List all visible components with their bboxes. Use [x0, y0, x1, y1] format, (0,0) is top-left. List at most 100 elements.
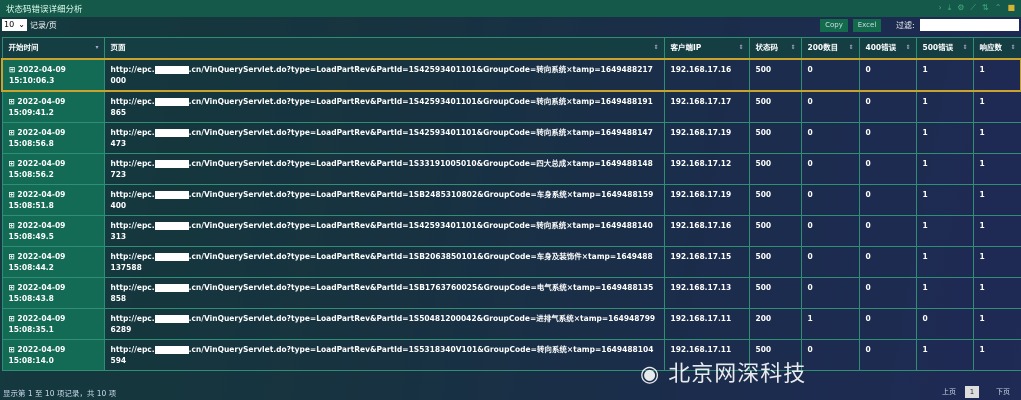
resp-cell: 1 [972, 338, 1021, 371]
url-prefix: http://epc. [110, 282, 155, 292]
collapse-icon[interactable]: ⌃ [994, 3, 1002, 12]
ip-cell: 192.168.17.17 [663, 90, 750, 123]
resp-cell: 1 [972, 276, 1021, 309]
expand-icon[interactable]: ⊞ [8, 189, 15, 199]
column-header[interactable]: 客户端IP ⇕ [663, 37, 750, 59]
date: 2022-04-09 [17, 189, 66, 199]
page-cell: http://epc. .cn/VinQueryServlet.do?type=L… [103, 307, 665, 340]
c200-cell: 0 [800, 276, 860, 309]
status-cell: 500 [748, 152, 802, 185]
column-header[interactable]: 400错误 ⇕ [858, 37, 917, 59]
c200-cell: 0 [800, 183, 860, 216]
column-header[interactable]: 页面 ⇕ [103, 37, 665, 59]
column-header-label: 状态码 [755, 43, 779, 53]
expand-icon[interactable]: ⊞ [8, 158, 15, 168]
start-time-cell: ⊞ 2022-04-09 15:08:56.2 [1, 152, 105, 185]
c200-cell: 0 [800, 90, 860, 123]
filter-input[interactable] [920, 19, 1019, 31]
table-row[interactable]: ⊞ 2022-04-09 15:08:51.8 http://epc. .cn/Vi… [1, 183, 1021, 216]
url: .cn/VinQueryServlet.do?type=LoadPartRev&… [110, 313, 656, 334]
sort-icon: ⇕ [790, 44, 796, 51]
page-size-select[interactable]: 10 ⌄ [2, 19, 27, 31]
page-cell: http://epc. .cn/VinQueryServlet.do?type=L… [103, 152, 665, 185]
start-time-cell: ⊞ 2022-04-09 15:08:14.0 [1, 338, 105, 371]
page-cell: http://epc. .cn/VinQueryServlet.do?type=L… [103, 245, 665, 278]
next-page-button[interactable]: 下页 [996, 388, 1010, 396]
filter-label: 过滤: [896, 21, 915, 30]
panel-title-bar: 状态码错误详细分析 › ⤓ ⚙ ⟋ ⇅ ⌃ ■ [0, 0, 1021, 17]
column-header[interactable]: 开始时间 ▾ [1, 37, 105, 59]
date: 2022-04-09 [17, 313, 66, 323]
c400-cell: 0 [858, 338, 917, 371]
table-row[interactable]: ⊞ 2022-04-09 15:08:56.2 http://epc. .cn/Vi… [1, 152, 1021, 185]
page-1-button[interactable]: 1 [965, 386, 979, 398]
ip-cell: 192.168.17.19 [663, 183, 750, 216]
resp-cell: 1 [972, 183, 1021, 216]
page-size-value: 10 [4, 20, 15, 29]
chart-icon[interactable]: ⟋ [970, 3, 977, 12]
expand-icon[interactable]: ⊞ [8, 344, 15, 354]
ip-cell: 192.168.17.16 [663, 57, 750, 92]
url: .cn/VinQueryServlet.do?type=LoadPartRev&… [110, 344, 654, 365]
expand-icon[interactable]: ⊞ [8, 96, 15, 106]
resp-cell: 1 [972, 90, 1021, 123]
sort-desc-icon: ▾ [95, 44, 99, 51]
column-header[interactable]: 状态码 ⇕ [748, 37, 802, 59]
date: 2022-04-09 [17, 127, 66, 137]
column-header-label: 400错误 [865, 43, 897, 53]
resp-cell: 1 [972, 57, 1021, 92]
page-cell: http://epc. .cn/VinQueryServlet.do?type=L… [103, 90, 665, 123]
column-header[interactable]: 500错误 ⇕ [915, 37, 974, 59]
c400-cell: 0 [858, 90, 917, 123]
url-prefix: http://epc. [110, 158, 155, 168]
panel-tools: › ⤓ ⚙ ⟋ ⇅ ⌃ ■ [939, 3, 1016, 13]
time: 15:08:44.2 [8, 262, 54, 272]
page-cell: http://epc. .cn/VinQueryServlet.do?type=L… [103, 57, 665, 92]
panel-title: 状态码错误详细分析 [6, 4, 83, 15]
close-icon[interactable]: ■ [1007, 3, 1015, 12]
redacted-mask [154, 221, 189, 230]
column-header[interactable]: 200数目 ⇕ [800, 37, 860, 59]
expand-icon[interactable]: ⊞ [8, 220, 15, 230]
start-time-cell: ⊞ 2022-04-09 15:08:43.8 [1, 276, 105, 309]
expand-icon[interactable]: ⊞ [8, 251, 15, 261]
c400-cell: 0 [858, 214, 917, 247]
expand-icon[interactable]: ⊞ [9, 64, 16, 74]
table-toolbar: 10 ⌄ 记录/页 Copy Excel 过滤: [0, 18, 1021, 34]
column-header-label: 客户端IP [670, 43, 702, 53]
chevron-right-icon[interactable]: › [938, 3, 942, 12]
sort-icon[interactable]: ⇅ [982, 3, 989, 12]
date: 2022-04-09 [17, 344, 66, 354]
table-row[interactable]: ⊞ 2022-04-09 15:08:43.8 http://epc. .cn/Vi… [1, 276, 1021, 309]
redacted-mask [154, 252, 189, 261]
url: .cn/VinQueryServlet.do?type=LoadPartRev&… [110, 64, 653, 85]
sort-icon: ⇕ [848, 44, 854, 51]
table-row[interactable]: ⊞ 2022-04-09 15:08:56.8 http://epc. .cn/Vi… [1, 121, 1021, 154]
table-row[interactable]: ⊞ 2022-04-09 15:10:06.3 http://epc. .cn/Vi… [1, 57, 1021, 92]
table-row[interactable]: ⊞ 2022-04-09 15:08:35.1 http://epc. .cn/Vi… [1, 307, 1021, 340]
status-cell: 500 [748, 214, 802, 247]
download-icon[interactable]: ⤓ [947, 3, 952, 12]
c200-cell: 1 [800, 307, 860, 340]
table-row[interactable]: ⊞ 2022-04-09 15:08:44.2 http://epc. .cn/Vi… [1, 245, 1021, 278]
table-row[interactable]: ⊞ 2022-04-09 15:09:41.2 http://epc. .cn/Vi… [1, 90, 1021, 123]
column-header[interactable]: 响应数 ⇕ [972, 37, 1021, 59]
start-time-cell: ⊞ 2022-04-09 15:08:49.5 [1, 214, 105, 247]
expand-icon[interactable]: ⊞ [8, 313, 15, 323]
copy-button[interactable]: Copy [820, 19, 848, 32]
page-cell: http://epc. .cn/VinQueryServlet.do?type=L… [103, 338, 665, 371]
url: .cn/VinQueryServlet.do?type=LoadPartRev&… [110, 220, 653, 241]
expand-icon[interactable]: ⊞ [8, 282, 15, 292]
settings-icon[interactable]: ⚙ [957, 3, 965, 12]
sort-icon: ⇕ [738, 44, 744, 51]
date: 2022-04-09 [17, 96, 66, 106]
time: 15:08:51.8 [8, 200, 54, 210]
resp-cell: 1 [972, 121, 1021, 154]
url: .cn/VinQueryServlet.do?type=LoadPartRev&… [110, 189, 654, 210]
expand-icon[interactable]: ⊞ [8, 127, 15, 137]
ip-cell: 192.168.17.15 [663, 245, 750, 278]
table-row[interactable]: ⊞ 2022-04-09 15:08:14.0 http://epc. .cn/Vi… [1, 338, 1021, 371]
table-row[interactable]: ⊞ 2022-04-09 15:08:49.5 http://epc. .cn/Vi… [1, 214, 1021, 247]
prev-page-button[interactable]: 上页 [942, 388, 956, 396]
excel-button[interactable]: Excel [853, 19, 881, 32]
